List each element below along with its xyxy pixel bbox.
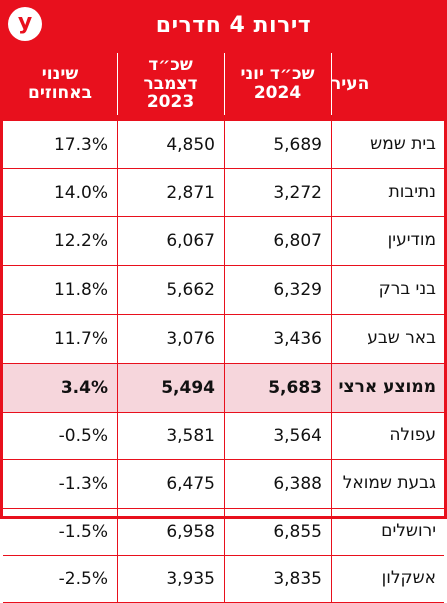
column-divider	[331, 217, 332, 265]
cell-june-2024: 3,835	[273, 569, 322, 589]
cell-june-2024: 5,683	[268, 378, 322, 398]
column-divider	[117, 460, 118, 508]
column-divider	[331, 315, 332, 363]
cell-december-2023: 4,850	[166, 134, 215, 155]
cell-june-2024: 3,436	[273, 329, 322, 349]
column-divider	[224, 315, 225, 363]
column-divider	[117, 121, 118, 168]
table-row: בית שמש 5,689 4,850 17.3%	[3, 121, 444, 169]
cell-city: מודיעין	[387, 230, 436, 251]
cell-change-percent: 11.7%	[53, 329, 108, 349]
column-divider	[117, 364, 118, 412]
table-header: העיר שכ״ד יוני 2024 שכ״ד דצמבר 2023 שינו…	[3, 47, 444, 121]
column-divider	[224, 364, 225, 412]
column-divider	[117, 217, 118, 265]
cell-june-2024: 3,564	[273, 426, 322, 446]
logo-letter: y	[17, 10, 33, 35]
cell-june-2024: 3,272	[273, 182, 322, 203]
cell-december-2023: 2,871	[166, 182, 215, 203]
table-row: אשקלון 3,835 3,935 -2.5%	[3, 556, 444, 603]
table-row-national-average: ממוצע ארצי 5,683 5,494 3.4%	[3, 364, 444, 413]
header-city: העיר	[331, 73, 370, 94]
title-bar: דירות 4 חדרים y	[3, 3, 444, 47]
table-row: ירושלים 6,855 6,958 -1.5%	[3, 509, 444, 556]
cell-december-2023: 3,581	[166, 426, 215, 446]
column-divider	[224, 121, 225, 168]
cell-december-2023: 6,067	[166, 231, 215, 251]
column-divider	[224, 556, 225, 602]
header-divider	[117, 53, 118, 115]
column-divider	[331, 169, 332, 216]
page-title: דירות 4 חדרים	[155, 12, 312, 38]
header-change-percent: שינוי באחוזים	[28, 64, 92, 103]
cell-december-2023: 3,076	[166, 329, 215, 349]
column-divider	[117, 169, 118, 216]
column-divider	[117, 556, 118, 602]
header-divider	[224, 53, 225, 115]
cell-change-percent: -1.5%	[58, 522, 108, 542]
cell-june-2024: 6,807	[273, 231, 322, 251]
cell-city: בית שמש	[370, 133, 436, 154]
column-divider	[331, 413, 332, 459]
cell-city: נתיבות	[388, 181, 436, 202]
cell-december-2023: 6,958	[166, 522, 215, 542]
column-divider	[224, 266, 225, 314]
cell-change-percent: 14.0%	[53, 182, 108, 203]
table-row: נתיבות 3,272 2,871 14.0%	[3, 169, 444, 217]
cell-december-2023: 5,494	[161, 378, 215, 398]
cell-june-2024: 5,689	[273, 134, 322, 155]
cell-december-2023: 6,475	[166, 474, 215, 494]
cell-city: אשקלון	[381, 568, 436, 589]
cell-change-percent: -2.5%	[58, 569, 108, 589]
header-june-2024: שכ״ד יוני 2024	[240, 64, 315, 103]
column-divider	[224, 413, 225, 459]
column-divider	[331, 556, 332, 602]
cell-city: ממוצע ארצי	[338, 377, 437, 398]
cell-city: עפולה	[389, 425, 436, 446]
column-divider	[117, 266, 118, 314]
column-divider	[331, 266, 332, 314]
column-divider	[331, 364, 332, 412]
column-divider	[331, 121, 332, 168]
header-divider	[331, 53, 332, 115]
cell-city: גבעת שמואל	[342, 473, 436, 494]
column-divider	[117, 315, 118, 363]
column-divider	[331, 460, 332, 508]
table-row: בני ברק 6,329 5,662 11.8%	[3, 266, 444, 315]
column-divider	[224, 509, 225, 555]
table-row: באר שבע 3,436 3,076 11.7%	[3, 315, 444, 364]
cell-june-2024: 6,388	[273, 474, 322, 494]
cell-change-percent: 11.8%	[53, 280, 108, 300]
cell-change-percent: 12.2%	[53, 231, 108, 251]
cell-december-2023: 3,935	[166, 569, 215, 589]
cell-city: בני ברק	[378, 279, 436, 300]
cell-june-2024: 6,329	[273, 280, 322, 300]
column-divider	[117, 413, 118, 459]
cell-change-percent: 17.3%	[53, 134, 108, 155]
column-divider	[331, 509, 332, 555]
table-row: גבעת שמואל 6,388 6,475 -1.3%	[3, 460, 444, 509]
column-divider	[117, 509, 118, 555]
cell-change-percent: -0.5%	[58, 426, 108, 446]
table-row: עפולה 3,564 3,581 -0.5%	[3, 413, 444, 460]
cell-city: ירושלים	[381, 521, 436, 542]
cell-city: באר שבע	[367, 328, 436, 349]
column-divider	[224, 169, 225, 216]
cell-change-percent: -1.3%	[58, 474, 108, 494]
cell-december-2023: 5,662	[166, 280, 215, 300]
column-divider	[224, 217, 225, 265]
cell-june-2024: 6,855	[273, 522, 322, 542]
ynet-logo-icon: y	[8, 7, 42, 41]
header-december-2023: שכ״ד דצמבר 2023	[143, 54, 198, 113]
table-row: מודיעין 6,807 6,067 12.2%	[3, 217, 444, 266]
cell-change-percent: 3.4%	[60, 378, 108, 398]
column-divider	[224, 460, 225, 508]
